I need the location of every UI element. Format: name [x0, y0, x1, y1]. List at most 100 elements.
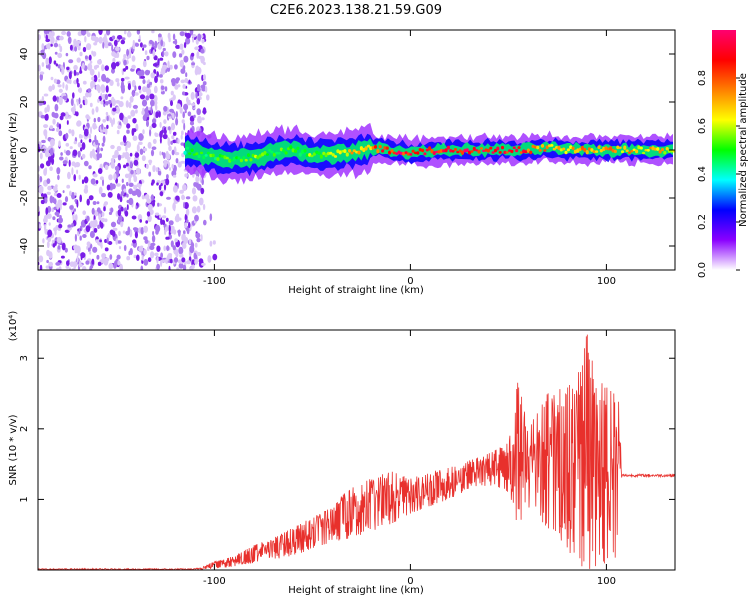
noise-cell: [134, 85, 137, 92]
noise-cell: [84, 98, 88, 106]
noise-cell: [85, 260, 90, 265]
noise-cell: [201, 38, 205, 44]
noise-cell: [181, 49, 185, 55]
noise-cell: [182, 111, 185, 119]
noise-cell: [47, 42, 51, 50]
noise-cell: [132, 117, 137, 124]
noise-cell: [138, 85, 142, 91]
noise-cell: [39, 152, 43, 160]
noise-cell: [89, 102, 93, 108]
noise-cell: [94, 155, 97, 160]
noise-cell: [46, 241, 50, 249]
noise-cell: [39, 223, 42, 229]
noise-cell: [163, 183, 167, 191]
ridge-cell: [348, 149, 352, 153]
noise-cell: [45, 57, 49, 66]
noise-cell: [133, 159, 139, 166]
noise-cell: [93, 74, 98, 83]
noise-cell: [150, 105, 153, 114]
noise-cell: [200, 234, 203, 242]
noise-cell: [104, 247, 109, 252]
ridge-cell: [479, 147, 483, 150]
ridge-cell: [402, 151, 406, 156]
noise-cell: [47, 185, 52, 191]
noise-cell: [62, 160, 68, 165]
noise-cell: [53, 78, 58, 84]
noise-cell: [41, 62, 45, 67]
noise-cell: [54, 211, 60, 216]
ridge-cell: [284, 151, 288, 155]
ridge-cell: [310, 154, 314, 158]
noise-cell: [57, 199, 62, 204]
noise-cell: [147, 141, 152, 149]
ridge-cell: [592, 150, 596, 154]
noise-cell: [173, 229, 177, 235]
noise-cell: [142, 129, 145, 135]
noise-cell: [117, 154, 122, 161]
noise-cell: [125, 230, 130, 236]
snr-y-label: SNR (10 * v/v): [8, 414, 19, 485]
noise-cell: [92, 219, 98, 228]
ridge-cell: [477, 149, 481, 154]
ridge-cell: [625, 149, 629, 152]
noise-cell: [174, 214, 180, 223]
noise-cell: [140, 227, 144, 235]
ridge-cell: [352, 149, 356, 153]
noise-cell: [81, 179, 85, 184]
snr-series-line: [38, 334, 675, 570]
ridge-cell: [430, 149, 434, 154]
noise-cell: [142, 44, 147, 48]
noise-cell: [156, 263, 161, 270]
noise-cell: [98, 78, 101, 83]
noise-cell: [96, 254, 100, 260]
ridge-cell: [338, 150, 342, 155]
ridge-cell: [543, 149, 547, 152]
noise-cell: [69, 146, 73, 150]
noise-cell: [123, 188, 127, 193]
y-tick-label: 2: [19, 426, 30, 432]
noise-cell: [139, 94, 146, 100]
noise-cell: [82, 266, 87, 270]
snr-frame: [37, 329, 676, 571]
noise-cell: [157, 58, 160, 66]
noise-cell: [65, 265, 70, 269]
noise-cell: [97, 224, 100, 229]
noise-cell: [48, 31, 52, 39]
noise-cell: [109, 79, 114, 86]
noise-cell: [120, 96, 124, 100]
noise-cell: [143, 259, 149, 266]
noise-cell: [91, 258, 95, 265]
noise-cell: [58, 217, 63, 224]
noise-cell: [151, 235, 156, 243]
noise-cell: [46, 178, 51, 185]
noise-cell: [191, 103, 195, 106]
noise-cell: [197, 84, 201, 90]
noise-cell: [92, 246, 98, 253]
ridge-cell: [451, 150, 455, 153]
noise-cell: [116, 129, 120, 135]
y-tick-label: 3: [19, 355, 30, 361]
noise-cell: [111, 44, 114, 52]
noise-cell: [102, 128, 107, 133]
ridge-cell: [303, 148, 307, 153]
noise-cell: [146, 80, 149, 84]
noise-cell: [58, 223, 63, 229]
ridge-cell: [658, 150, 662, 154]
noise-cell: [111, 51, 117, 57]
noise-cell: [197, 252, 201, 256]
noise-cell: [165, 217, 169, 222]
noise-cell: [144, 107, 149, 115]
noise-cell: [68, 159, 71, 167]
noise-cell: [45, 265, 50, 269]
noise-cell: [178, 217, 182, 221]
noise-cell: [86, 43, 92, 51]
noise-cell: [101, 142, 105, 147]
ridge-cell: [437, 150, 441, 154]
noise-cell: [79, 235, 82, 241]
noise-cell: [189, 115, 195, 123]
noise-cell: [152, 231, 155, 236]
ridge-cell: [458, 149, 462, 153]
noise-cell: [172, 245, 176, 251]
noise-cell: [95, 239, 99, 243]
noise-cell: [78, 133, 82, 139]
